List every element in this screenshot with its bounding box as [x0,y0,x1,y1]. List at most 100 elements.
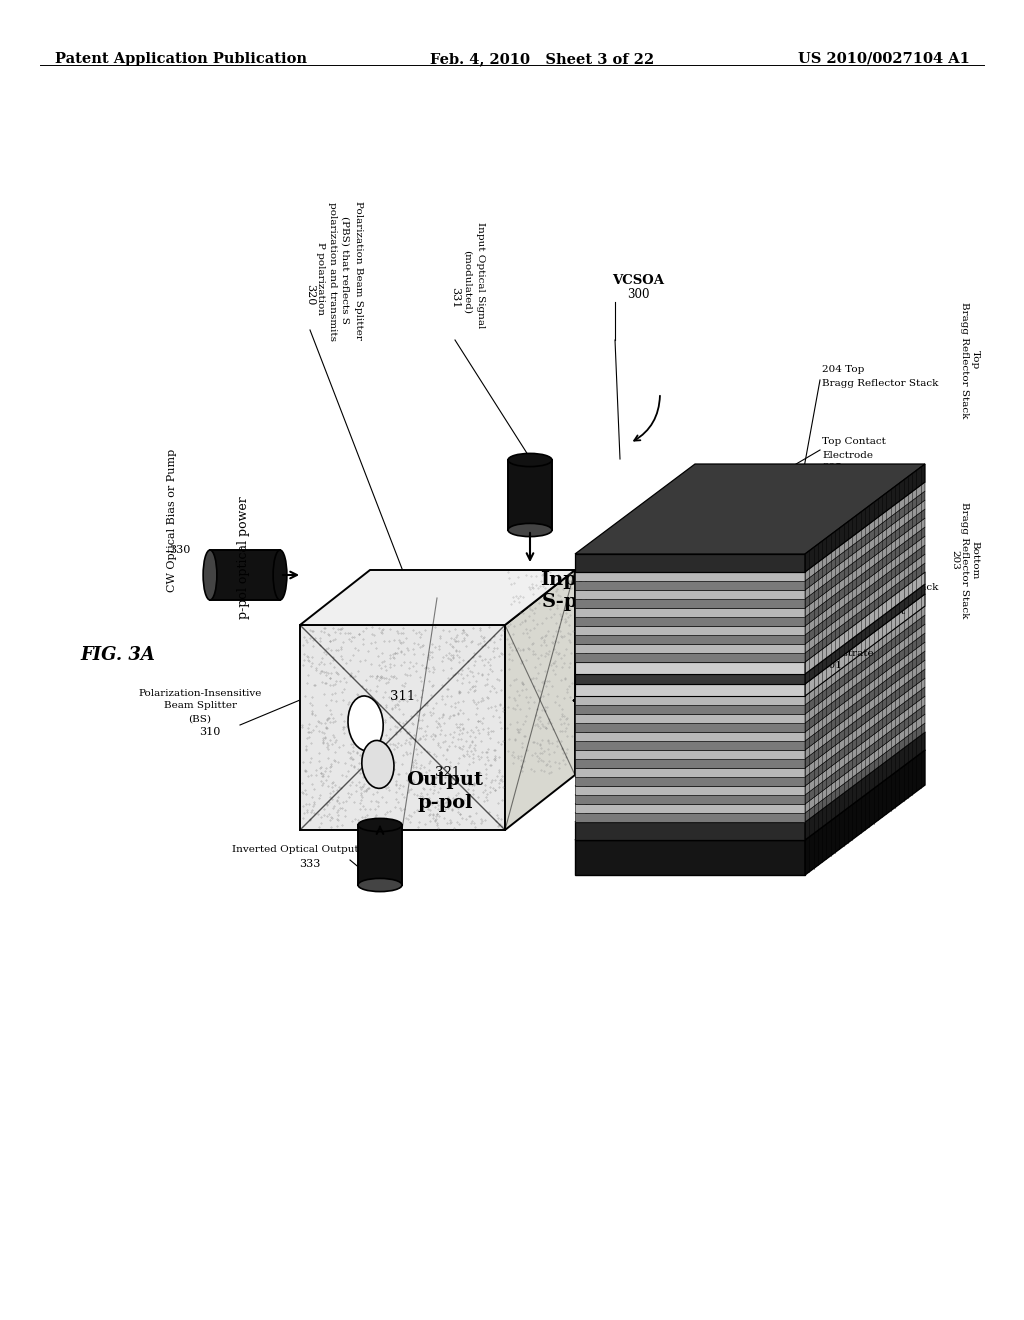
Point [526,643,543,664]
Point [401,727,418,748]
Point [323,689,339,710]
Point [555,750,571,771]
Polygon shape [575,624,925,714]
Point [442,751,459,772]
Point [472,619,488,640]
Point [466,774,482,795]
Point [444,726,461,747]
Point [510,722,526,743]
Point [453,729,469,750]
Point [344,748,360,770]
Point [510,591,526,612]
Point [342,743,358,764]
Point [468,704,484,725]
Point [447,619,464,640]
Point [404,772,421,793]
Point [383,665,399,686]
Point [534,644,550,665]
Point [444,664,461,685]
Point [514,651,530,672]
Point [351,651,368,672]
Point [364,722,380,743]
Text: (PBS) that reflects S: (PBS) that reflects S [341,216,349,323]
Point [317,758,334,779]
Point [454,722,470,743]
Point [362,751,379,772]
Point [512,640,528,661]
Point [440,764,457,785]
Point [561,570,578,591]
Point [327,710,343,731]
Point [322,760,338,781]
Point [342,775,358,796]
Point [553,627,569,648]
Point [528,705,545,726]
Point [526,657,543,678]
Point [546,742,562,763]
Point [295,796,311,817]
Point [412,727,428,748]
Ellipse shape [508,524,552,537]
Polygon shape [575,599,805,609]
Point [523,573,540,594]
Point [421,648,437,669]
Polygon shape [575,510,925,599]
Point [378,770,394,791]
Point [360,722,377,743]
Point [513,755,529,776]
Point [374,643,390,664]
Point [539,697,555,718]
Point [462,678,478,700]
Polygon shape [805,660,925,759]
Point [354,775,371,796]
Point [490,645,507,667]
Point [553,568,569,589]
Point [553,609,569,630]
Point [296,649,312,671]
Point [397,742,414,763]
Point [367,706,383,727]
Point [422,701,438,722]
Point [295,808,311,829]
Point [345,698,361,719]
Point [353,779,370,800]
Point [355,620,372,642]
Point [505,752,521,774]
Point [341,700,357,721]
Point [502,614,518,635]
Point [387,697,403,718]
Polygon shape [575,594,925,684]
Point [371,655,387,676]
Point [528,668,545,689]
Point [490,762,507,783]
Point [421,671,437,692]
Point [538,718,554,739]
Point [500,561,516,582]
Point [406,714,422,735]
Point [512,746,528,767]
Point [299,801,315,822]
Point [536,631,552,652]
Point [312,758,329,779]
Point [487,682,504,704]
Point [507,730,523,751]
Point [427,726,443,747]
Point [302,693,318,714]
Point [304,700,321,721]
Point [534,750,550,771]
Polygon shape [805,750,925,875]
Point [362,799,379,820]
Text: 320: 320 [305,284,315,306]
Text: 203 Bottom: 203 Bottom [822,570,884,579]
Point [357,649,374,671]
Point [429,713,445,734]
Point [400,781,417,803]
Point [423,684,439,705]
Point [354,676,371,697]
Point [343,747,359,768]
Point [430,733,446,754]
Point [477,635,494,656]
Point [442,810,459,832]
Point [381,631,397,652]
Point [302,627,318,648]
